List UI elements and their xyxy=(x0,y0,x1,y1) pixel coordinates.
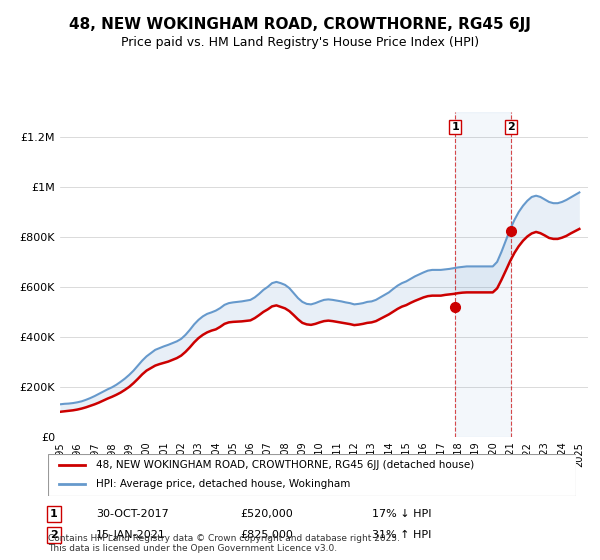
Text: 30-OCT-2017: 30-OCT-2017 xyxy=(96,509,169,519)
Text: Price paid vs. HM Land Registry's House Price Index (HPI): Price paid vs. HM Land Registry's House … xyxy=(121,36,479,49)
Text: 15-JAN-2021: 15-JAN-2021 xyxy=(96,530,166,540)
Text: 2: 2 xyxy=(50,530,58,540)
Bar xyxy=(455,112,511,437)
Text: 48, NEW WOKINGHAM ROAD, CROWTHORNE, RG45 6JJ (detached house): 48, NEW WOKINGHAM ROAD, CROWTHORNE, RG45… xyxy=(95,460,474,470)
Text: 1: 1 xyxy=(451,122,459,132)
Text: £825,000: £825,000 xyxy=(240,530,293,540)
Text: 31% ↑ HPI: 31% ↑ HPI xyxy=(372,530,431,540)
FancyBboxPatch shape xyxy=(48,454,576,496)
Text: HPI: Average price, detached house, Wokingham: HPI: Average price, detached house, Woki… xyxy=(95,479,350,489)
Text: 17% ↓ HPI: 17% ↓ HPI xyxy=(372,509,431,519)
Text: 2: 2 xyxy=(507,122,515,132)
Text: £520,000: £520,000 xyxy=(240,509,293,519)
Text: Contains HM Land Registry data © Crown copyright and database right 2025.
This d: Contains HM Land Registry data © Crown c… xyxy=(48,534,400,553)
Text: 1: 1 xyxy=(50,509,58,519)
Text: 48, NEW WOKINGHAM ROAD, CROWTHORNE, RG45 6JJ: 48, NEW WOKINGHAM ROAD, CROWTHORNE, RG45… xyxy=(69,17,531,32)
